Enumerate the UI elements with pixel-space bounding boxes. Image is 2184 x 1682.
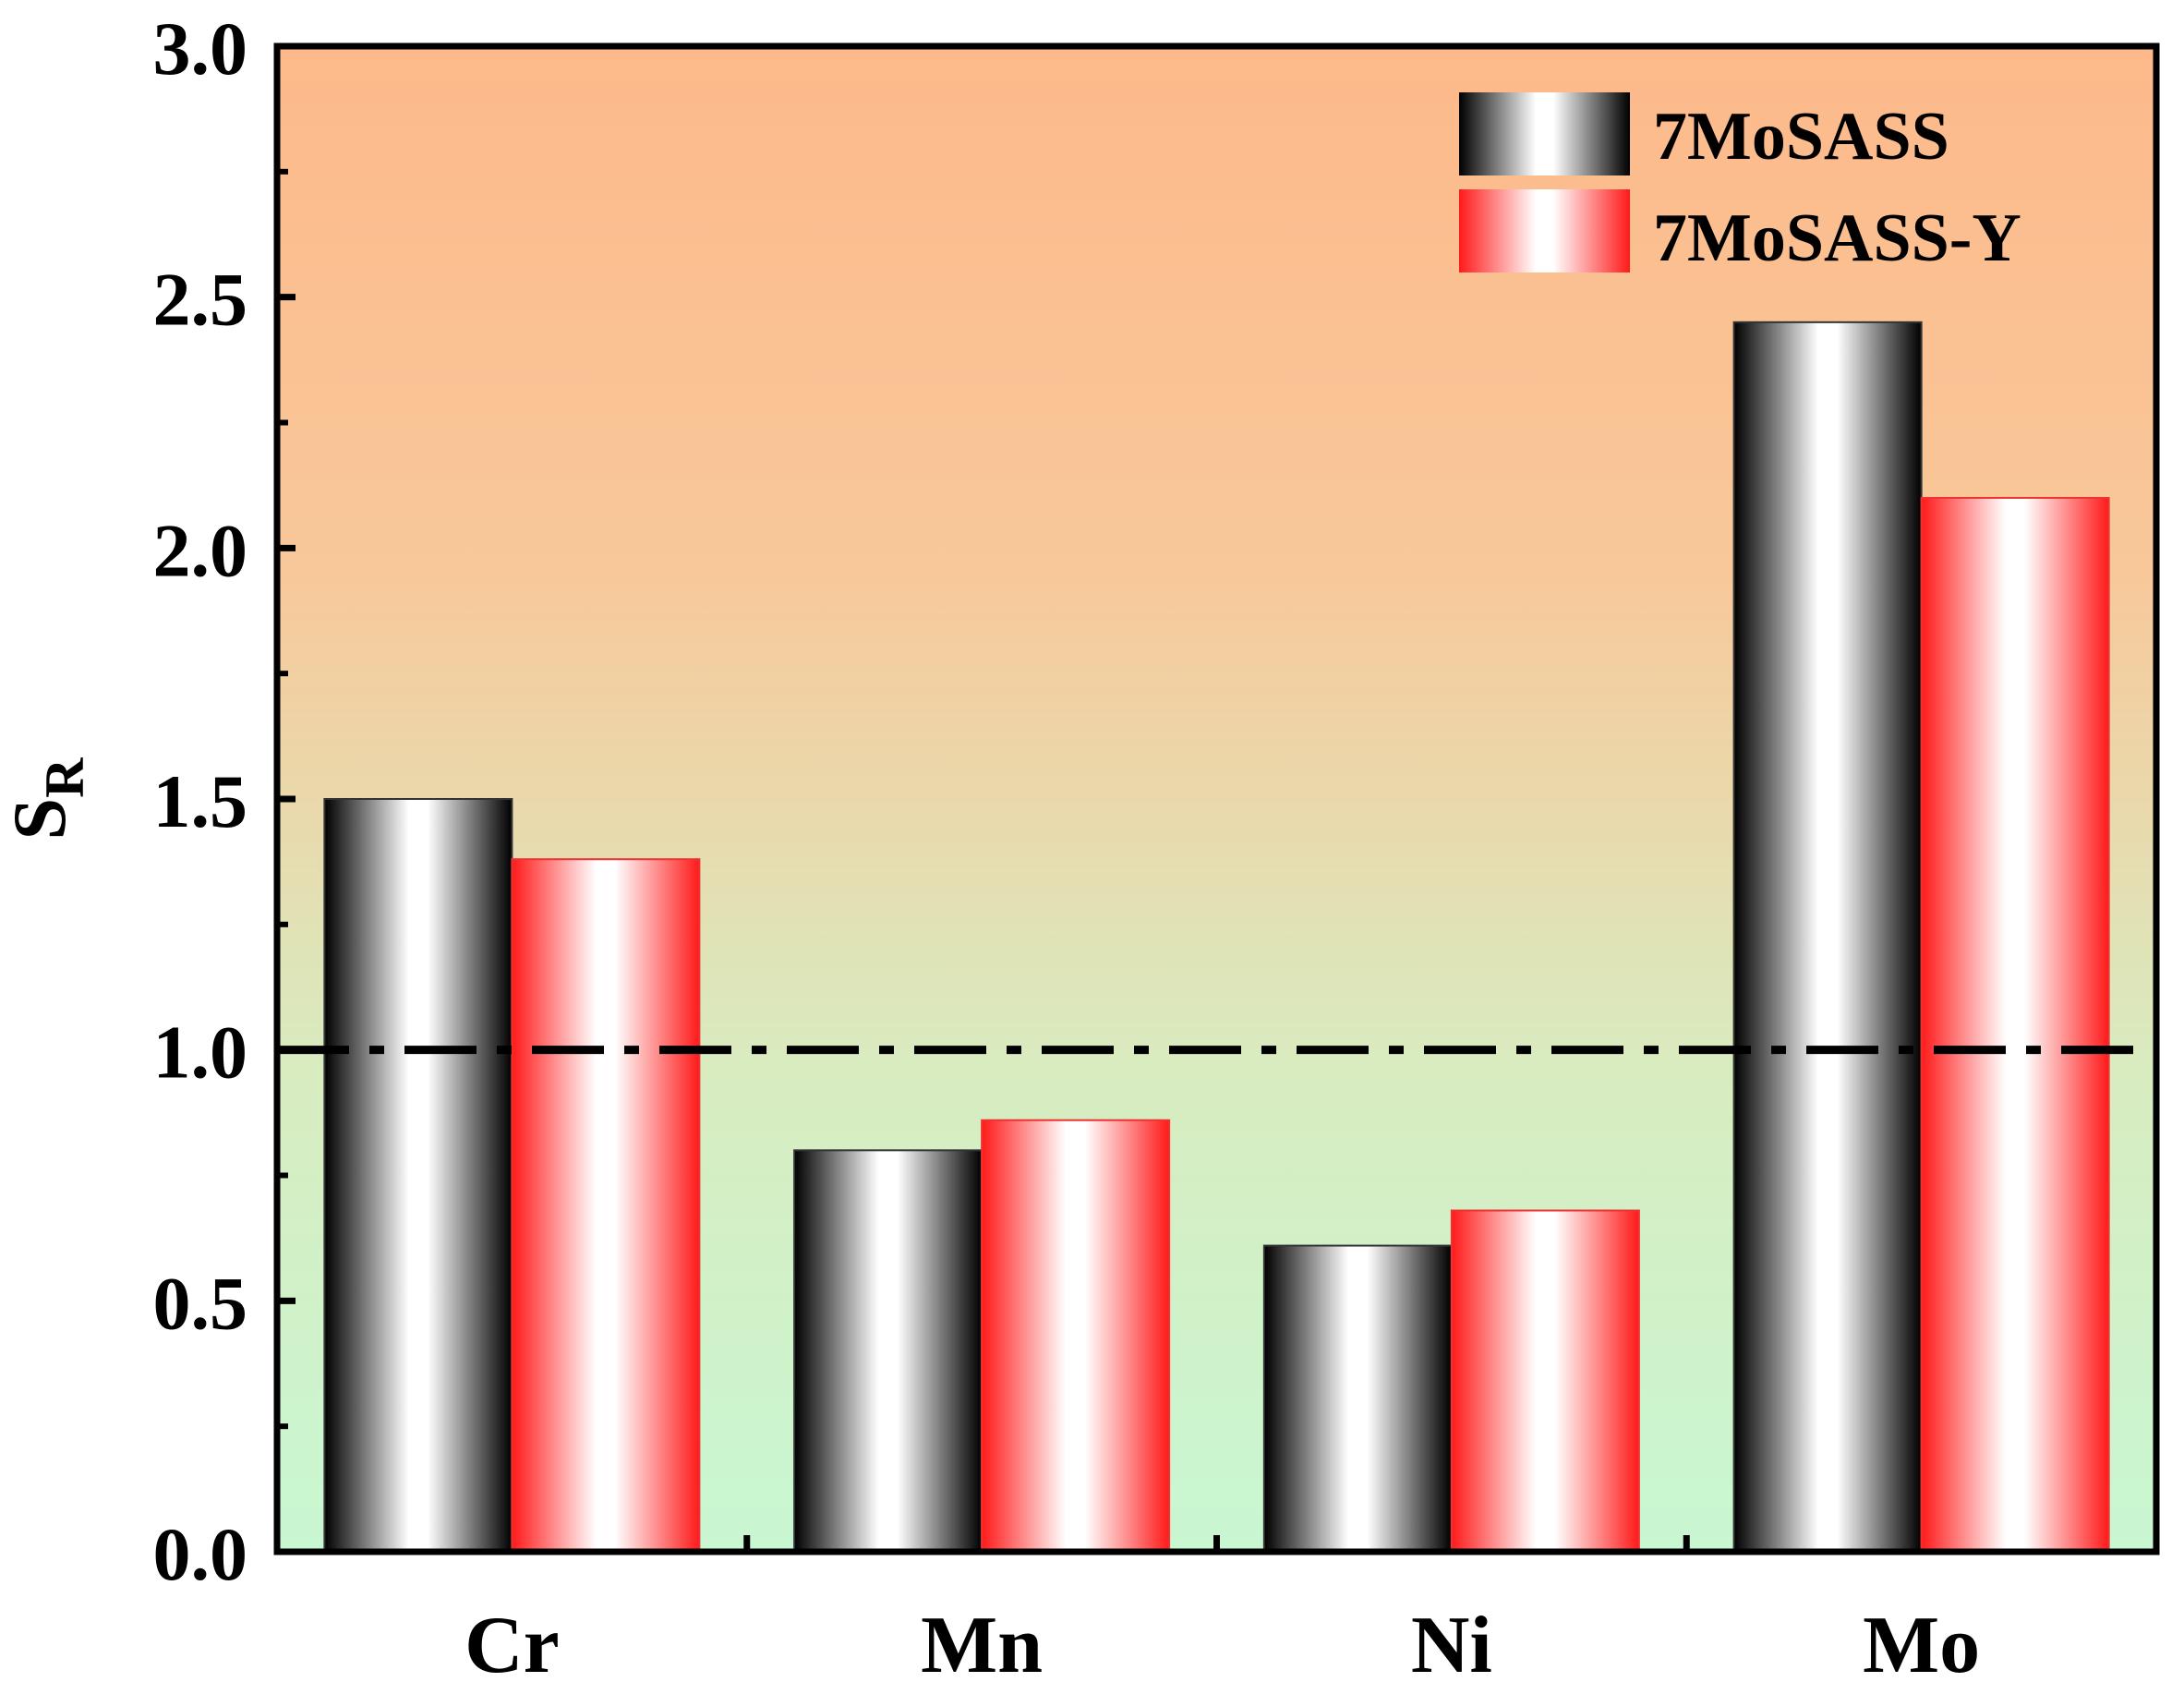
- bar-7mosass-mo: [1732, 321, 1923, 1553]
- y-axis-label: SR: [0, 757, 95, 841]
- y-tick-label-2-0: 2.0: [153, 508, 248, 592]
- legend-swatch-7mosass-y: [1459, 189, 1630, 272]
- y-axis-label-main: S: [0, 798, 81, 841]
- y-tick-label-2-5: 2.5: [153, 258, 248, 342]
- bar-7mosass-mn: [793, 1149, 983, 1554]
- legend-label-7mosass-y: 7MoSASS-Y: [1653, 200, 2021, 276]
- bar-7mosass-y-mo: [1920, 497, 2110, 1553]
- y-tick-label-3-0: 3.0: [153, 6, 248, 91]
- y-axis-label-sub: R: [34, 757, 95, 798]
- axis-ticks: Cr Mn Ni Mo 0.0 0.5 1.0 1.5 2.0 2.5 3.0: [153, 6, 1981, 1682]
- y-tick-label-0-0: 0.0: [153, 1512, 248, 1596]
- bar-7mosass-y-ni: [1450, 1209, 1640, 1553]
- bar-7mosass-y-mn: [981, 1119, 1171, 1553]
- y-tick-label-1-0: 1.0: [153, 1010, 248, 1095]
- bar-7mosass-ni: [1262, 1244, 1453, 1553]
- x-tick-label-mn: Mn: [921, 1601, 1043, 1682]
- x-tick-label-mo: Mo: [1863, 1601, 1980, 1682]
- legend-swatch-7mosass: [1459, 92, 1630, 175]
- x-tick-label-ni: Ni: [1411, 1601, 1492, 1682]
- legend-label-7mosass: 7MoSASS: [1653, 99, 1949, 175]
- y-tick-label-1-5: 1.5: [153, 759, 248, 843]
- legend: 7MoSASS 7MoSASS-Y: [1459, 92, 2021, 276]
- plot-frame: [273, 42, 2160, 1555]
- y-tick-label-0-5: 0.5: [153, 1261, 248, 1345]
- bars-layer: [323, 321, 2110, 1554]
- x-tick-label-cr: Cr: [465, 1601, 560, 1682]
- bar-7mosass-y-cr: [511, 858, 701, 1553]
- bar-7mosass-cr: [323, 798, 513, 1553]
